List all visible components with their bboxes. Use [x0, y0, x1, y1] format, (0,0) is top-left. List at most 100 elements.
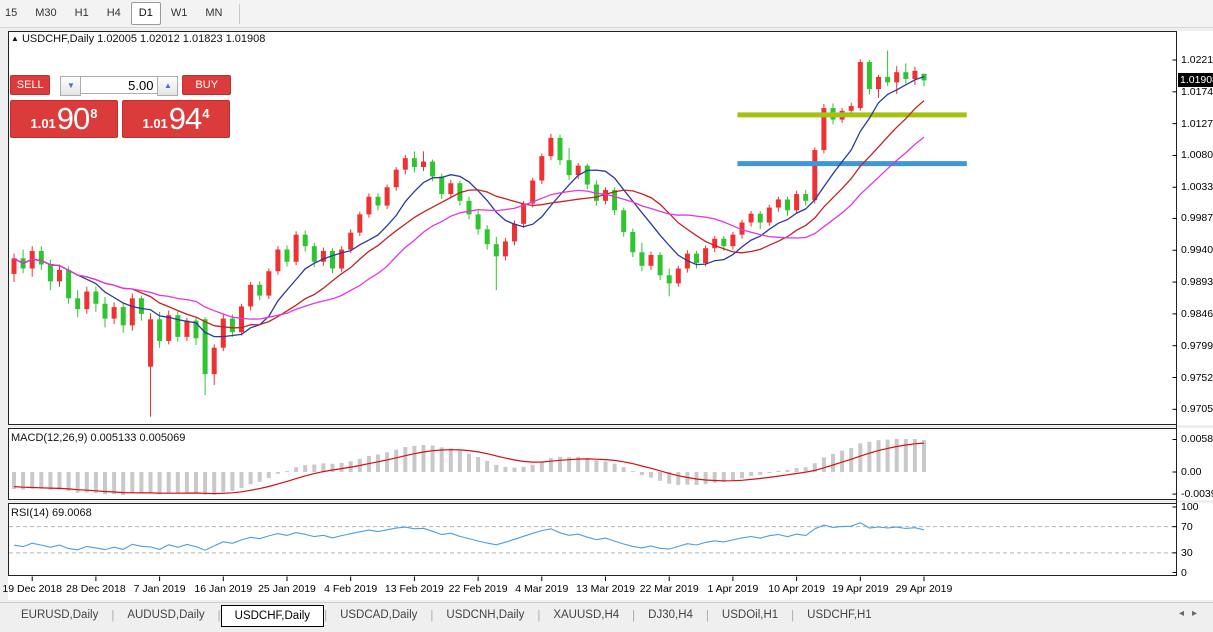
sell-price-pip: 8 — [90, 105, 98, 121]
toolbar-separator — [239, 3, 241, 24]
tab-separator: | — [217, 609, 221, 622]
date-axis-label: 13 Feb 2019 — [384, 583, 444, 595]
tab-scroll-right-icon[interactable]: ▸ — [1191, 608, 1205, 619]
buy-button[interactable]: BUY — [182, 75, 231, 95]
price-axis-label: 1.01740 — [1181, 85, 1213, 98]
ma-fast — [13, 75, 925, 338]
triangle-down-icon: ▼ — [67, 81, 75, 90]
tab-usdchf-h1[interactable]: USDCHF,H1 — [807, 609, 872, 621]
volume-decrease-button[interactable]: ▼ — [60, 76, 82, 96]
chart-ohlc-values: 1.02005 1.02012 1.01823 1.01908 — [97, 33, 266, 45]
timeframe-button-mn[interactable]: MN — [205, 7, 223, 19]
tab-scroll-arrows[interactable]: ◂▸ — [1179, 608, 1205, 619]
price-axis-label: 1.02210 — [1181, 54, 1213, 66]
buy-price-panel[interactable]: 1.01 94 4 — [122, 100, 230, 138]
timeframe-button-d1[interactable]: D1 — [130, 2, 161, 25]
candles-layer — [11, 50, 927, 417]
tab-separator: | — [111, 609, 115, 622]
macd-axis-label: 0.00 — [1181, 466, 1202, 478]
price-axis-label: 1.01270 — [1181, 117, 1213, 130]
sell-button[interactable]: SELL — [10, 75, 51, 95]
volume-stepper: ▼ ▲ — [60, 76, 179, 96]
rsi-axis-label: 70 — [1181, 520, 1193, 533]
date-axis-label: 25 Jan 2019 — [258, 583, 316, 595]
tab-eurusd-daily[interactable]: EURUSD,Daily — [21, 609, 99, 621]
macd-main-value: 0.005133 — [90, 432, 137, 444]
chart-window: ▲ USDCHF,Daily 1.02005 1.02012 1.01823 1… — [0, 28, 1213, 601]
tab-separator: | — [430, 609, 434, 622]
date-axis-label: 1 Apr 2019 — [707, 583, 759, 595]
date-axis-label: 19 Dec 2018 — [2, 583, 62, 595]
date-axis-label: 10 Apr 2019 — [768, 583, 825, 595]
tab-separator: | — [324, 609, 328, 622]
sell-price-panel[interactable]: 1.01 90 8 — [10, 100, 118, 138]
timeframe-button-h4[interactable]: H4 — [106, 7, 121, 19]
timeframe-button-h1[interactable]: H1 — [74, 7, 89, 19]
buy-price-main: 94 — [168, 101, 202, 136]
tab-usdcad-daily[interactable]: USDCAD,Daily — [340, 609, 418, 621]
panel-splitter[interactable] — [8, 500, 1213, 503]
date-axis-label: 22 Feb 2019 — [448, 583, 508, 595]
panel-splitter[interactable] — [8, 425, 1213, 428]
one-click-trade-panel: SELL ▼ ▲ BUY 1.01 90 8 1.01 94 4 — [10, 75, 231, 138]
rsi-value: 69.0068 — [51, 507, 92, 519]
tab-usdoil-h1[interactable]: USDOil,H1 — [721, 609, 779, 621]
rsi-axis-label: 100 — [1181, 501, 1199, 513]
tab-separator: | — [791, 609, 795, 622]
tab-scroll-left-icon[interactable]: ◂ — [1178, 608, 1192, 619]
date-axis-label: 28 Dec 2018 — [66, 583, 126, 595]
date-axis-label: 16 Jan 2019 — [194, 583, 253, 595]
current-price-marker: 1.01908 — [1178, 73, 1213, 88]
bottom-strip — [0, 627, 1213, 632]
symbol-arrow-icon: ▲ — [11, 34, 19, 43]
tab-dj30-h4[interactable]: DJ30,H4 — [648, 609, 693, 621]
timeframe-button-w1[interactable]: W1 — [170, 7, 188, 19]
macd-axis-label: 0.005805 — [1181, 433, 1213, 446]
tab-usdcnh-daily[interactable]: USDCNH,Daily — [446, 609, 525, 621]
rsi-panel-border — [8, 503, 1177, 576]
tab-audusd-daily[interactable]: AUDUSD,Daily — [127, 609, 205, 621]
date-axis-label: 4 Mar 2019 — [515, 583, 569, 595]
rsi-axis-label: 30 — [1181, 546, 1193, 559]
chart-canvas[interactable] — [0, 28, 1213, 601]
tab-separator: | — [705, 609, 709, 622]
date-axis-label: 29 Apr 2019 — [895, 583, 953, 595]
buy-price-prefix: 1.01 — [142, 116, 168, 131]
date-axis-label: 13 Mar 2019 — [576, 583, 635, 595]
macd-label: MACD(12,26,9) 0.005133 0.005069 — [11, 432, 185, 444]
rsi-label: RSI(14) 69.0068 — [11, 507, 92, 519]
chart-title: ▲ USDCHF,Daily 1.02005 1.02012 1.01823 1… — [11, 33, 265, 45]
date-axis-label: 7 Jan 2019 — [133, 583, 186, 595]
sell-price-main: 90 — [56, 101, 90, 136]
timeframe-button-m30[interactable]: M30 — [35, 7, 57, 19]
macd-axis-label: -0.003945 — [1181, 488, 1213, 501]
tab-separator: | — [537, 609, 541, 622]
date-axis-label: 22 Mar 2019 — [639, 583, 699, 595]
macd-signal-line — [13, 442, 925, 495]
volume-increase-button[interactable]: ▲ — [157, 76, 179, 96]
ma-mid — [13, 100, 925, 329]
timeframe-button-15[interactable]: 15 — [5, 7, 18, 19]
timeframe-toolbar: 15 M30 H1 H4 D1 W1 MN — [0, 0, 1213, 28]
tab-separator: | — [632, 609, 636, 622]
rsi-name: RSI(14) — [11, 507, 49, 519]
tab-xauusd-h4[interactable]: XAUUSD,H4 — [553, 609, 620, 621]
tab-usdchf-daily[interactable]: USDCHF,Daily — [220, 604, 325, 627]
macd-signal-value: 0.005069 — [139, 432, 186, 444]
price-axis-label: 1.00800 — [1181, 149, 1213, 162]
sell-price-prefix: 1.01 — [30, 116, 56, 131]
volume-input[interactable] — [81, 76, 158, 94]
triangle-up-icon: ▲ — [164, 81, 172, 90]
rsi-axis-label: 0 — [1181, 566, 1187, 579]
date-axis-label: 19 Apr 2019 — [831, 583, 889, 595]
macd-name: MACD(12,26,9) — [11, 432, 88, 444]
ma-slow — [13, 136, 925, 320]
